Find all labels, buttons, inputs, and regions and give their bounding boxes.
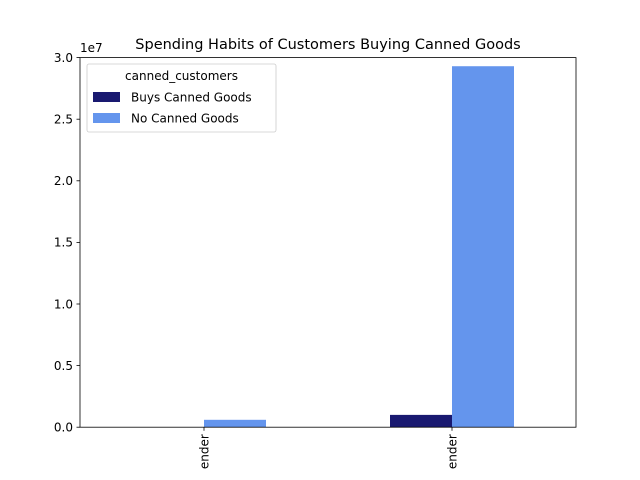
plot-frame <box>79 57 577 428</box>
y-axis-offset-label: 1e7 <box>80 41 103 55</box>
y-tick-label: 3.0 <box>54 51 73 65</box>
y-axis-ticks: 0.0 0.5 1.0 1.5 2.0 2.5 3.0 <box>54 51 80 435</box>
y-tick-label: 1.0 <box>54 297 73 311</box>
chart-title: Spending Habits of Customers Buying Cann… <box>135 37 520 53</box>
bar-buys-canned-goods <box>390 414 452 428</box>
y-tick-label: 2.5 <box>54 113 73 127</box>
legend-swatch <box>93 92 120 102</box>
legend-label: No Canned Goods <box>131 112 239 126</box>
y-tick-label: 1.5 <box>54 236 73 250</box>
x-tick-label: ender <box>445 434 459 469</box>
legend-box <box>86 63 277 133</box>
legend-title: canned_customers <box>125 69 238 83</box>
legend-items: Buys Canned Goods No Canned Goods <box>93 91 252 126</box>
y-tick-label: 0.0 <box>54 421 73 435</box>
legend-swatch <box>93 113 120 123</box>
legend-label: Buys Canned Goods <box>131 91 252 105</box>
x-tick-label: ender <box>197 434 211 469</box>
y-tick-label: 2.0 <box>54 174 73 188</box>
bars-group <box>204 66 514 428</box>
legend: canned_customers Buys Canned Goods No Can… <box>86 63 277 133</box>
bar-no-canned-goods <box>452 66 514 428</box>
y-tick-label: 0.5 <box>54 359 73 373</box>
bar-no-canned-goods <box>204 419 266 428</box>
x-axis-ticks: ender ender <box>197 427 459 469</box>
